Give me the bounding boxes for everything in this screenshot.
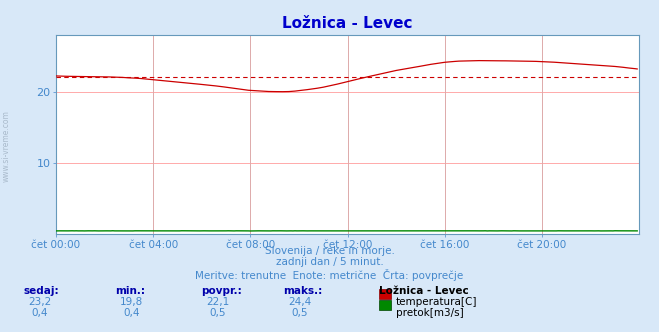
Text: 0,4: 0,4: [123, 308, 140, 318]
Text: pretok[m3/s]: pretok[m3/s]: [396, 308, 464, 318]
Text: 24,4: 24,4: [288, 297, 312, 307]
Text: 19,8: 19,8: [120, 297, 144, 307]
Text: Ložnica - Levec: Ložnica - Levec: [379, 286, 469, 295]
Text: temperatura[C]: temperatura[C]: [396, 297, 478, 307]
Text: min.:: min.:: [115, 286, 146, 295]
Text: 0,5: 0,5: [209, 308, 226, 318]
Text: 0,5: 0,5: [291, 308, 308, 318]
Text: 22,1: 22,1: [206, 297, 229, 307]
Text: www.si-vreme.com: www.si-vreme.com: [2, 110, 11, 182]
Text: Slovenija / reke in morje.: Slovenija / reke in morje.: [264, 246, 395, 256]
Title: Ložnica - Levec: Ložnica - Levec: [282, 16, 413, 31]
Text: Meritve: trenutne  Enote: metrične  Črta: povprečje: Meritve: trenutne Enote: metrične Črta: …: [195, 269, 464, 281]
Text: maks.:: maks.:: [283, 286, 323, 295]
Text: povpr.:: povpr.:: [201, 286, 242, 295]
Text: sedaj:: sedaj:: [23, 286, 59, 295]
Text: 23,2: 23,2: [28, 297, 51, 307]
Text: zadnji dan / 5 minut.: zadnji dan / 5 minut.: [275, 257, 384, 267]
Text: 0,4: 0,4: [31, 308, 48, 318]
